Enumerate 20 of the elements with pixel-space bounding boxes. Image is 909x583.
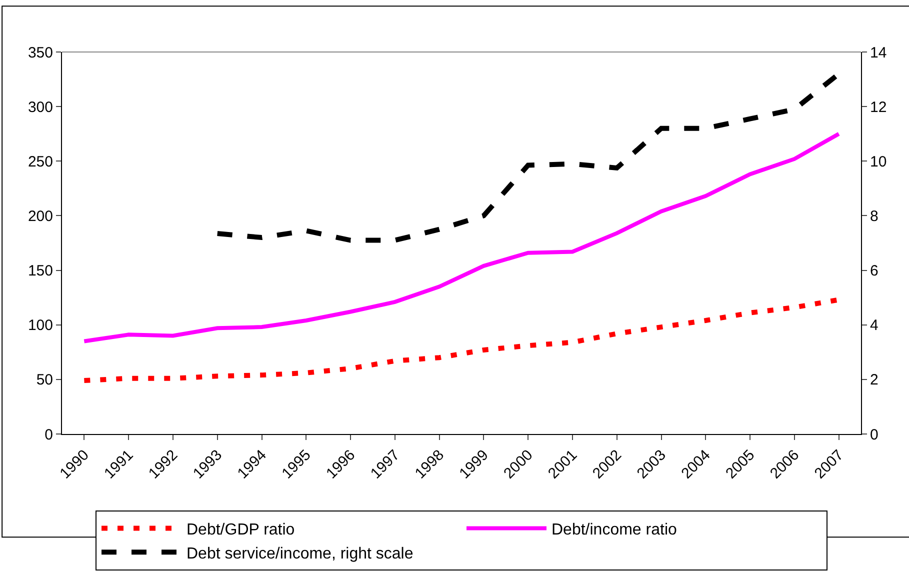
y-tick-label: 250 xyxy=(28,153,53,170)
y-tick-label: 300 xyxy=(28,98,53,116)
legend-label: Debt/income ratio xyxy=(552,522,677,539)
y2-tick-label: 2 xyxy=(870,372,878,389)
legend-label: Debt/GDP ratio xyxy=(186,522,295,539)
y2-tick-label: 0 xyxy=(870,426,878,444)
y2-tick-label: 12 xyxy=(870,98,887,116)
y2-tick-label: 10 xyxy=(870,153,887,170)
y-tick-label: 100 xyxy=(28,317,53,334)
y-tick-label: 0 xyxy=(44,426,53,444)
y-tick-label: 50 xyxy=(36,372,53,389)
y2-tick-label: 4 xyxy=(870,317,878,334)
y-tick-label: 350 xyxy=(28,44,53,62)
y2-tick-label: 8 xyxy=(870,208,878,225)
line-series xyxy=(82,132,841,344)
legend-label: Debt service/income, right scale xyxy=(186,545,414,562)
y-tick-label: 150 xyxy=(28,262,53,280)
y2-tick-label: 6 xyxy=(870,262,878,280)
y-tick-label: 200 xyxy=(28,208,53,225)
y2-tick-label: 14 xyxy=(870,44,887,62)
